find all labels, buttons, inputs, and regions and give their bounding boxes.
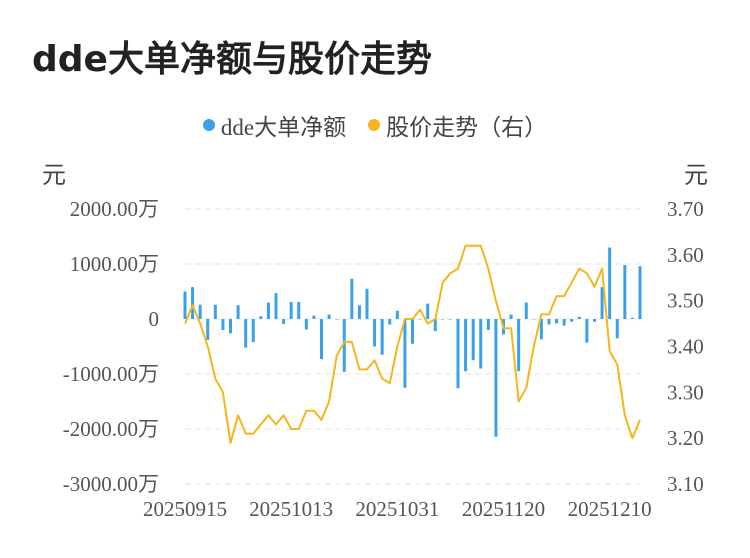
dde-bar [213,304,217,319]
x-tick-label: 20251120 [462,497,545,521]
dde-bar [524,302,528,319]
x-tick-label: 20251031 [355,497,439,521]
dde-bar [266,302,270,319]
dde-bar [365,288,369,319]
dde-bar [577,316,581,319]
dde-bar [236,305,240,319]
dde-bar [608,247,612,319]
dde-bar [615,319,619,339]
dde-bar [183,291,187,319]
dde-bar [464,319,468,372]
legend-label-dde: dde大单净额 [220,115,347,140]
dde-bar [479,319,483,369]
y-tick-label-left: -3000.00万 [63,472,159,496]
dde-bar [388,319,392,325]
y-tick-label-left: 0 [149,307,160,331]
dde-bar [282,319,286,324]
dde-bar [342,319,346,372]
dde-bar [259,316,263,319]
chart-title: dde大单净额与股价走势 [32,39,432,80]
x-tick-label: 20251013 [249,497,333,521]
legend-dot-price [368,119,381,131]
dde-bar [221,319,225,330]
right-axis-unit: 元 [684,163,708,189]
dde-bar [403,319,407,388]
dde-bar [320,319,323,360]
dde-bar [357,305,361,319]
dde-bar [373,319,377,347]
dde-bar [335,319,339,320]
dde-bar [456,319,460,389]
dde-bar [244,319,248,348]
dde-bar [289,301,293,319]
dde-bar [297,301,301,319]
dde-bar [350,278,354,319]
dde-bar [494,319,498,437]
dde-bar [251,319,255,343]
y-tick-label-left: 1000.00万 [70,252,159,276]
legend-item-dde[interactable]: dde大单净额 [202,108,347,142]
y-tick-label-right: 3.70 [667,197,704,221]
left-axis-unit: 元 [42,163,66,189]
legend-item-price[interactable]: 股价走势（右） [368,108,547,142]
dde-bar [562,319,566,326]
dde-bar [570,319,574,322]
dde-bar [426,303,430,319]
x-tick-label: 20251210 [568,497,652,521]
dde-bar [191,287,195,319]
y-tick-label-right: 3.50 [667,289,704,313]
dde-bar [441,319,445,320]
dde-bar [623,265,627,319]
dde-bar [327,314,331,319]
dde-bar [433,319,437,332]
y-tick-label-left: 2000.00万 [70,197,159,221]
dde-bar [395,310,399,319]
dde-bar [517,319,521,372]
y-tick-label-right: 3.20 [667,426,704,450]
dde-bar [380,319,384,355]
dde-bar [630,317,634,319]
y-tick-label-right: 3.60 [667,243,704,267]
price-line [184,244,641,444]
dde-bar [547,319,551,325]
dde-bar [509,314,513,319]
dde-bar [539,319,543,340]
dde-bar [471,319,475,361]
dde-bar [532,319,536,320]
dde-bar [593,319,596,322]
dde-bar [418,319,422,320]
dde-bar [198,304,202,319]
dde-bar [304,319,308,330]
dde-bar [411,319,414,344]
dde-bar [274,293,278,319]
dde-bar [448,319,452,320]
legend-label-price: 股价走势（右） [386,115,548,140]
dde-bar [585,319,589,343]
y-tick-label-right: 3.40 [667,335,704,359]
dde-bar [638,266,642,319]
legend-dot-dde [202,119,215,131]
chart-legend: dde大单净额 股价走势（右） [0,108,750,142]
dde-bar [206,319,210,340]
dde-bar [555,319,559,324]
dde-bar [486,319,490,330]
x-tick-label: 20250915 [143,497,227,521]
y-tick-label-right: 3.10 [667,472,704,496]
dde-bar [312,315,316,319]
dde-bar [229,319,232,334]
y-tick-label-left: -1000.00万 [63,362,159,386]
dde-bar [600,287,604,319]
y-tick-label-right: 3.30 [667,380,704,404]
y-tick-label-left: -2000.00万 [63,417,159,441]
